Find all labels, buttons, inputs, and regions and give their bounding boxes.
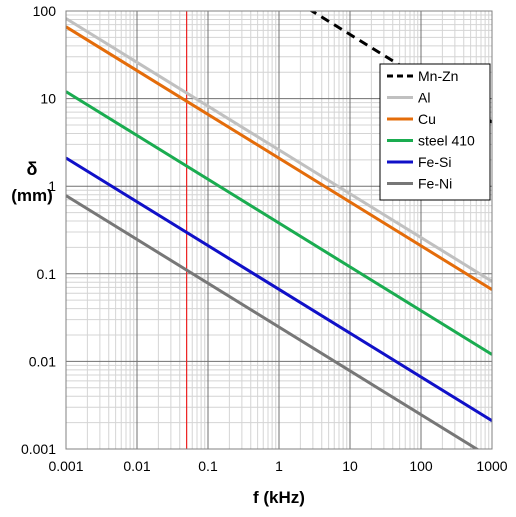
legend-label: Mn-Zn [418,68,458,84]
x-tick-label: 0.01 [123,458,150,474]
series-line [66,17,492,283]
y-tick-labels: 0.001 0.01 0.1 1 10 100 [21,3,56,457]
y-tick-label: 0.1 [37,266,57,282]
x-tick-label: 0.1 [198,458,218,474]
legend-label: steel 410 [418,133,475,149]
series-line [66,156,492,423]
legend-label: Fe-Si [418,154,451,170]
series-layer [66,11,492,449]
legend-label: Cu [418,111,436,127]
y-tick-label: 0.001 [21,441,56,457]
x-tick-label: 1 [275,458,283,474]
plot-frame [65,10,493,450]
series-line [66,90,492,356]
legend-box [379,63,491,201]
x-tick-label: 10 [342,458,358,474]
series-line [66,194,480,449]
x-tick-label: 0.001 [48,458,83,474]
x-tick-label: 100 [409,458,433,474]
x-tick-label: 1000 [476,458,507,474]
y-tick-label: 0.01 [29,353,56,369]
x-axis-label: f (kHz) [253,488,305,507]
y-axis-label-unit: (mm) [11,186,53,205]
y-axis-label-symbol: δ [27,159,38,179]
series-line [66,25,492,291]
y-tick-label: 10 [40,91,56,107]
y-tick-label: 100 [33,3,57,19]
legend-label: Fe-Ni [418,176,452,192]
x-tick-labels: 0.001 0.01 0.1 1 10 100 1000 [48,458,507,474]
y-tick-label: 1 [48,178,56,194]
legend: Mn-Zn Al Cu steel 410 Fe-Si Fe-Ni [379,63,491,201]
legend-label: Al [418,90,430,106]
